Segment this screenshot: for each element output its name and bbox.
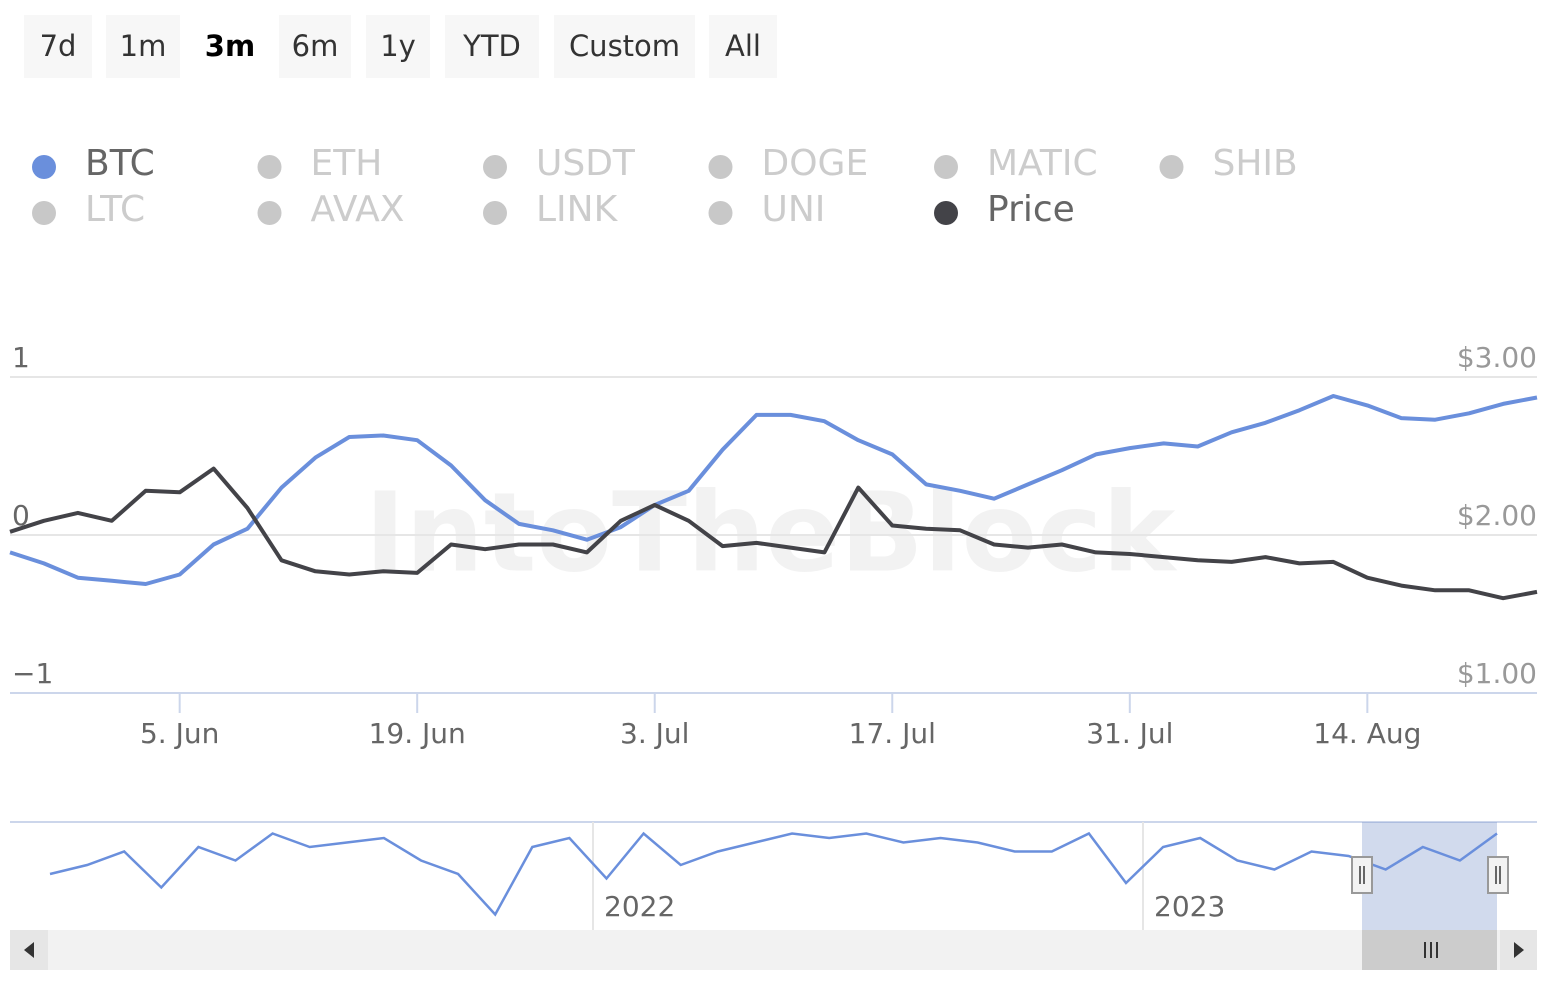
x-tick-label: 3. Jul bbox=[620, 717, 689, 750]
y2-tick-label: $2.00 bbox=[1457, 499, 1537, 532]
range-button-label: 3m bbox=[205, 29, 255, 63]
legend-marker bbox=[483, 155, 507, 179]
navigator-handle[interactable] bbox=[1487, 856, 1509, 894]
legend-label[interactable]: AVAX bbox=[311, 189, 405, 230]
legend-marker bbox=[257, 201, 282, 225]
legend-marker bbox=[483, 201, 507, 225]
range-button[interactable] bbox=[106, 15, 180, 78]
y-tick-label: 0 bbox=[12, 499, 30, 532]
x-tick-label: 14. Aug bbox=[1313, 717, 1421, 750]
watermark: IntoTheBlock bbox=[365, 468, 1179, 596]
range-button-label: Custom bbox=[569, 29, 680, 63]
range-button[interactable] bbox=[445, 15, 539, 78]
range-button-label: All bbox=[725, 29, 761, 63]
navigator-selection[interactable] bbox=[1362, 822, 1497, 930]
range-button-label: YTD bbox=[462, 29, 521, 63]
series-line bbox=[9, 394, 1538, 586]
y2-tick-label: $3.00 bbox=[1457, 341, 1537, 374]
legend-label[interactable]: SHIB bbox=[1213, 143, 1298, 184]
range-button[interactable] bbox=[279, 15, 351, 78]
y-tick-label: −1 bbox=[12, 657, 53, 690]
legend-label[interactable]: DOGE bbox=[762, 143, 869, 184]
range-button[interactable] bbox=[194, 15, 266, 78]
legend-marker bbox=[934, 155, 958, 179]
thumb-grip bbox=[1424, 942, 1438, 958]
legend-marker bbox=[32, 155, 56, 179]
range-button-label: 7d bbox=[40, 29, 77, 63]
arrow-right bbox=[1514, 942, 1524, 958]
scrollbar-thumb[interactable] bbox=[1362, 930, 1497, 970]
y-tick-label: 1 bbox=[12, 341, 30, 374]
y2-tick-label: $1.00 bbox=[1457, 657, 1537, 690]
x-tick-label: 5. Jun bbox=[140, 717, 219, 750]
handle-grip bbox=[1359, 866, 1501, 884]
legend-marker bbox=[708, 201, 733, 225]
range-button-label: 1y bbox=[380, 29, 416, 63]
legend-marker bbox=[708, 155, 733, 179]
legend-label[interactable]: UNI bbox=[762, 189, 826, 230]
legend-label[interactable]: Price bbox=[987, 189, 1075, 230]
legend-label[interactable]: LTC bbox=[85, 189, 145, 230]
legend-label[interactable]: ETH bbox=[311, 143, 383, 184]
x-tick-label: 17. Jul bbox=[849, 717, 936, 750]
x-tick-label: 19. Jun bbox=[369, 717, 466, 750]
legend-marker bbox=[934, 201, 958, 225]
navigator-handle[interactable] bbox=[1351, 856, 1373, 894]
legend-marker bbox=[257, 155, 282, 179]
legend-label[interactable]: LINK bbox=[536, 189, 619, 230]
legend-label[interactable]: USDT bbox=[536, 143, 636, 184]
range-button-label: 1m bbox=[120, 29, 167, 63]
range-button[interactable] bbox=[554, 15, 695, 78]
x-tick-label: 31. Jul bbox=[1086, 717, 1173, 750]
legend-label[interactable]: MATIC bbox=[987, 143, 1098, 184]
range-button[interactable] bbox=[24, 15, 92, 78]
legend-label[interactable]: BTC bbox=[85, 143, 155, 184]
range-button[interactable] bbox=[366, 15, 430, 78]
series-line bbox=[9, 466, 1538, 601]
navigator-line bbox=[49, 831, 1498, 917]
range-button[interactable] bbox=[709, 15, 777, 78]
navigator-year: 2022 bbox=[604, 890, 675, 923]
legend-marker bbox=[1159, 155, 1184, 179]
navigator-year: 2023 bbox=[1154, 890, 1225, 923]
arrow-left bbox=[24, 942, 34, 958]
scrollbar-track[interactable] bbox=[10, 930, 1537, 970]
legend-marker bbox=[32, 201, 56, 225]
range-button-label: 6m bbox=[292, 29, 339, 63]
